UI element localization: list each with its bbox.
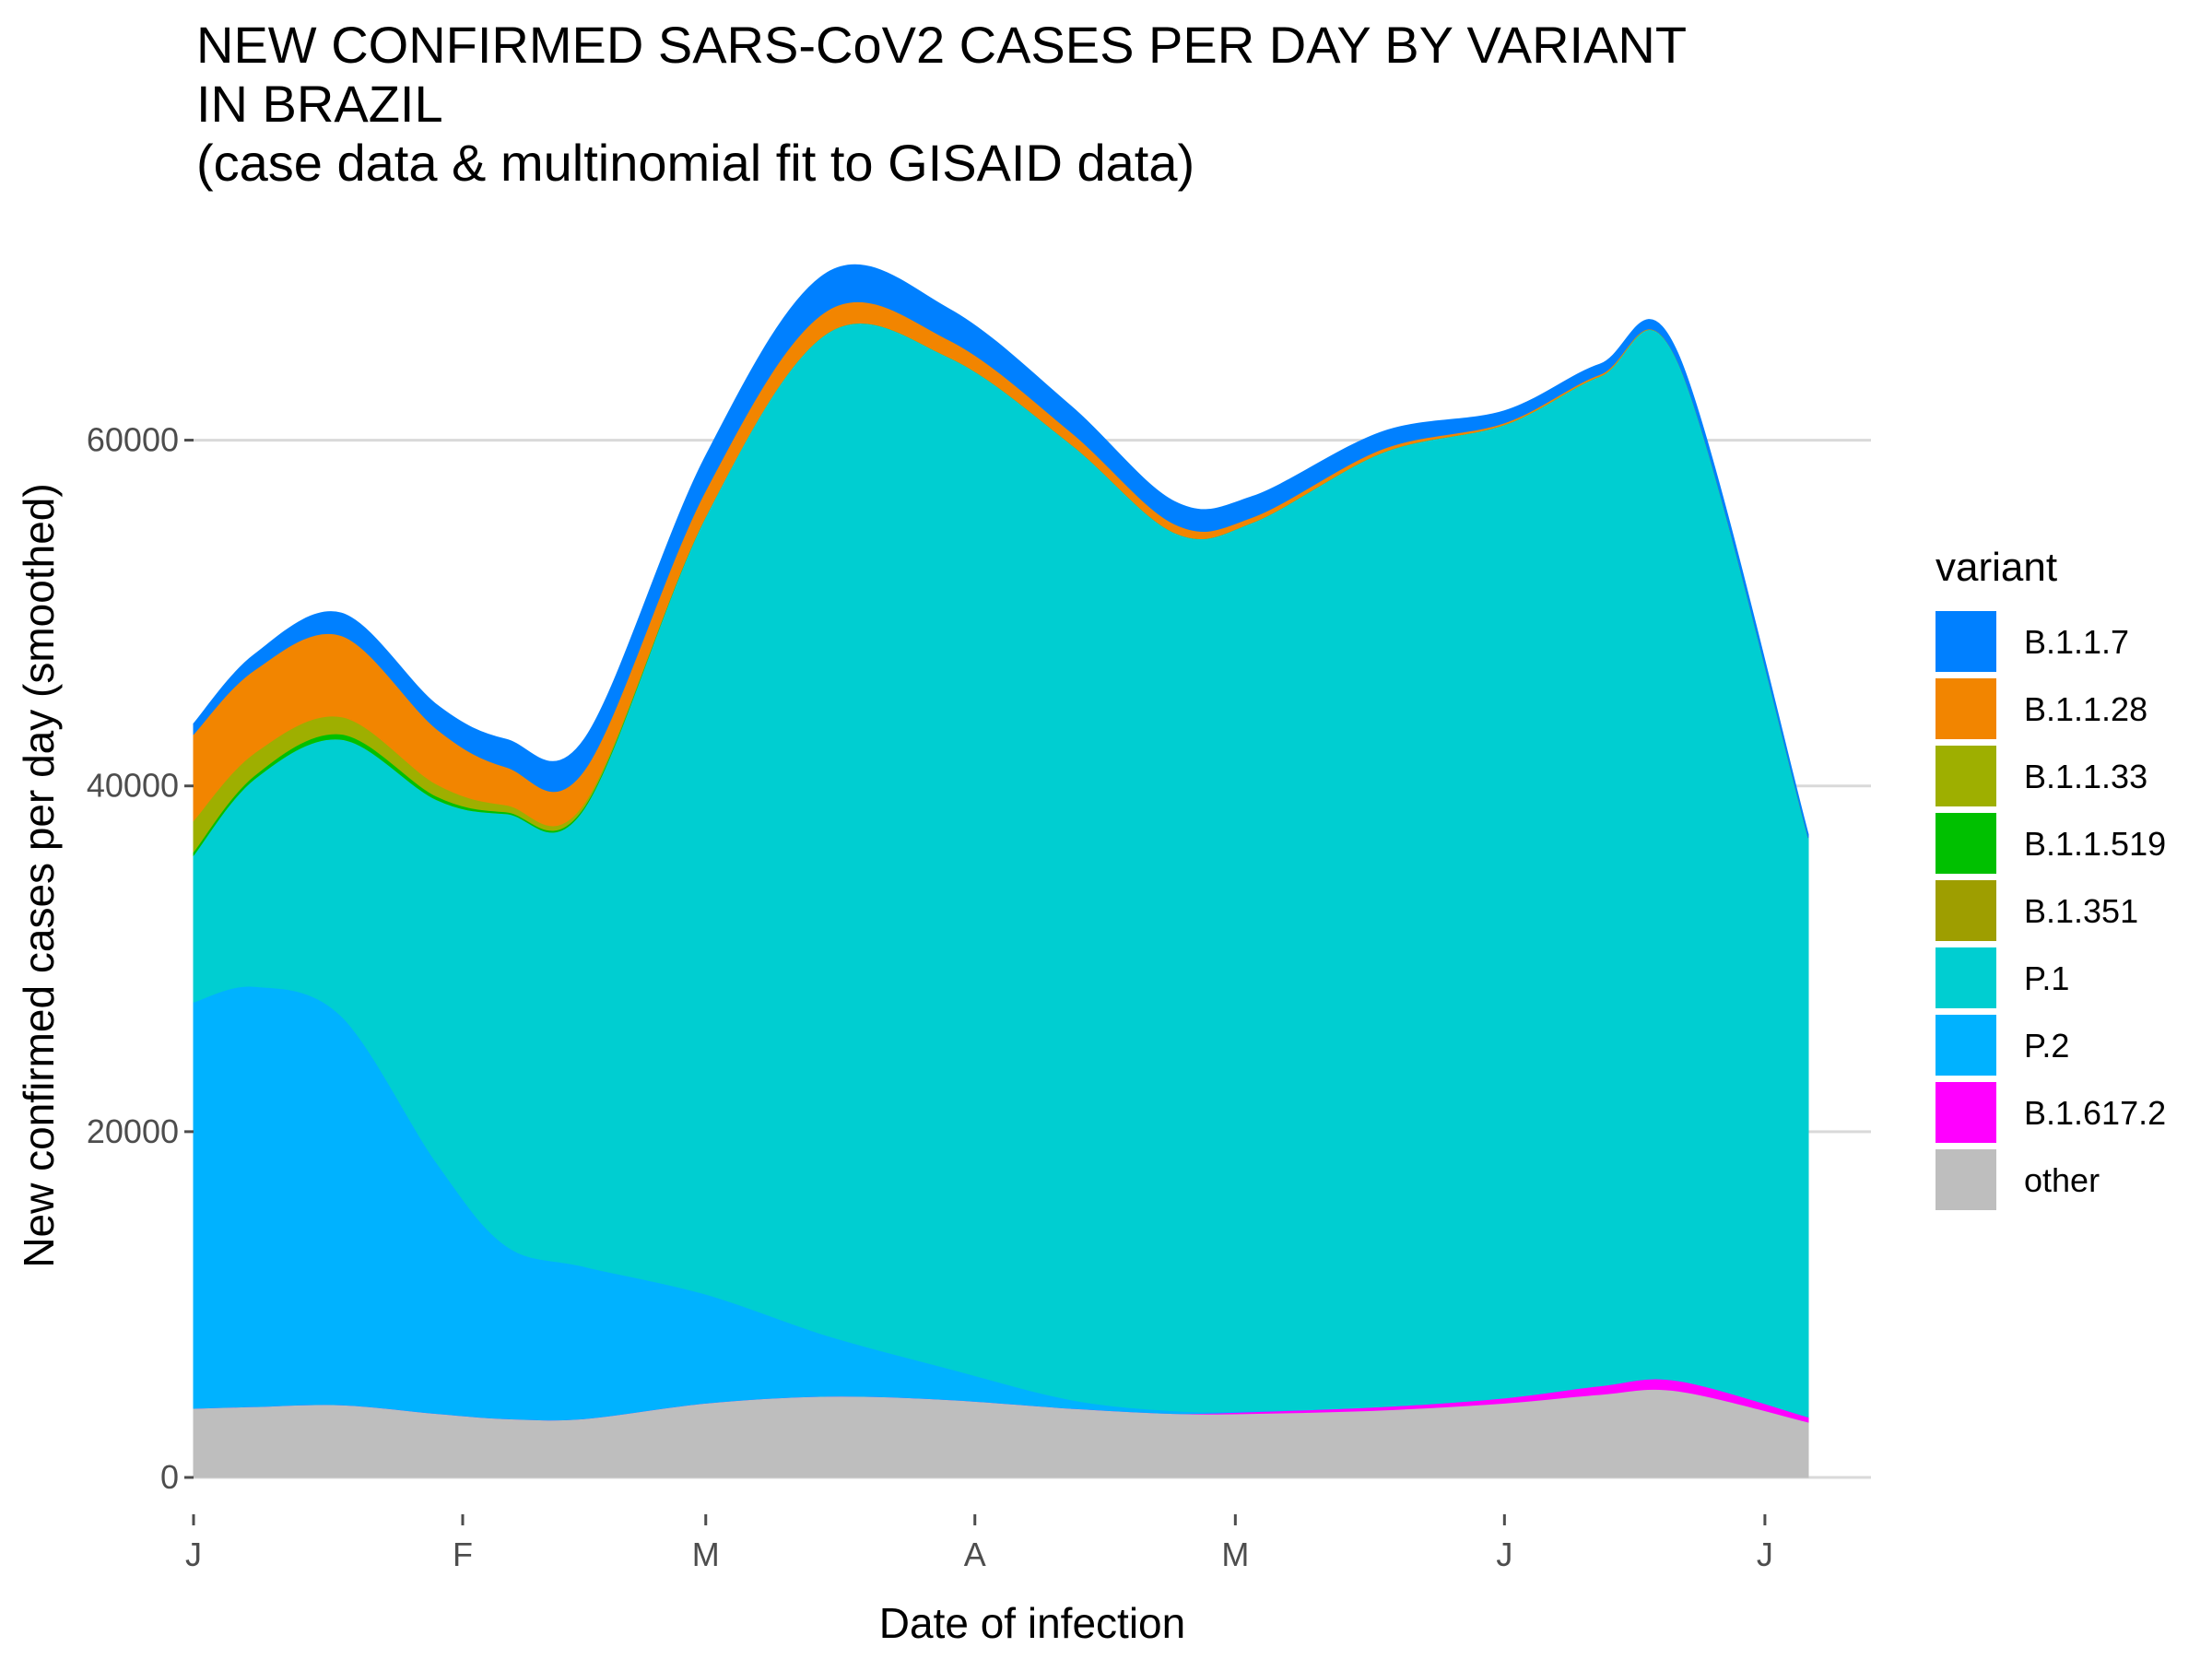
y-tick-label: 0: [160, 1458, 179, 1496]
chart-title: NEW CONFIRMED SARS-CoV2 CASES PER DAY BY…: [196, 16, 1687, 192]
legend-label: B.1.617.2: [2024, 1094, 2166, 1132]
legend-swatch: [1936, 746, 1996, 806]
legend-item-b-1-617-2: B.1.617.2: [1936, 1082, 2166, 1143]
x-tick-label: M: [1221, 1535, 1249, 1573]
legend-label: B.1.351: [2024, 892, 2138, 930]
legend-label: P.1: [2024, 959, 2069, 997]
legend-item-p-2: P.2: [1936, 1015, 2069, 1076]
legend-item-p-1: P.1: [1936, 947, 2069, 1008]
x-tick-label: F: [453, 1535, 473, 1573]
chart-title-line-2: IN BRAZIL: [196, 75, 443, 133]
x-tick-label: J: [185, 1535, 202, 1573]
legend-items: B.1.1.7 B.1.1.28 B.1.1.33 B.1.1.519 B.1.351 P…: [1936, 611, 2166, 1210]
x-tick-label: J: [1496, 1535, 1512, 1573]
legend-item-b-1-1-28: B.1.1.28: [1936, 678, 2147, 739]
legend-label: B.1.1.33: [2024, 758, 2147, 795]
y-tick-label: 60000: [87, 421, 179, 459]
legend-swatch: [1936, 611, 1996, 672]
legend-swatch: [1936, 678, 1996, 739]
x-tick-label: J: [1757, 1535, 1773, 1573]
legend-item-b-1-351: B.1.351: [1936, 880, 2138, 941]
legend-label: B.1.1.519: [2024, 825, 2166, 863]
legend-swatch: [1936, 1149, 1996, 1210]
legend-item-b-1-1-519: B.1.1.519: [1936, 813, 2166, 874]
plot-area: [193, 264, 1809, 1478]
legend-label: B.1.1.7: [2024, 623, 2129, 661]
y-tick-label: 40000: [87, 767, 179, 805]
chart-title-line-3: (case data & multinomial fit to GISAID d…: [196, 134, 1194, 192]
x-tick-label: A: [964, 1535, 986, 1573]
x-axis-title: Date of infection: [879, 1599, 1185, 1647]
legend-item-b-1-1-7: B.1.1.7: [1936, 611, 2129, 672]
y-axis-title: New confirmed cases per day (smoothed): [15, 483, 63, 1267]
legend-swatch: [1936, 947, 1996, 1008]
legend-label: P.2: [2024, 1027, 2069, 1065]
area-b-1-1-7: [193, 264, 1809, 839]
legend-swatch: [1936, 1015, 1996, 1076]
legend-label: B.1.1.28: [2024, 690, 2147, 728]
x-tick-label: M: [692, 1535, 720, 1573]
legend-swatch: [1936, 1082, 1996, 1143]
y-tick-label: 20000: [87, 1112, 179, 1150]
legend-label: other: [2024, 1161, 2100, 1199]
legend: variant B.1.1.7 B.1.1.28 B.1.1.33 B.1.1.519…: [1936, 545, 2166, 1210]
legend-swatch: [1936, 813, 1996, 874]
y-axis: 0 20000 40000 60000: [87, 421, 194, 1496]
chart-title-line-1: NEW CONFIRMED SARS-CoV2 CASES PER DAY BY…: [196, 16, 1687, 74]
legend-item-other: other: [1936, 1149, 2100, 1210]
legend-item-b-1-1-33: B.1.1.33: [1936, 746, 2147, 806]
legend-swatch: [1936, 880, 1996, 941]
legend-title: variant: [1936, 545, 2057, 590]
